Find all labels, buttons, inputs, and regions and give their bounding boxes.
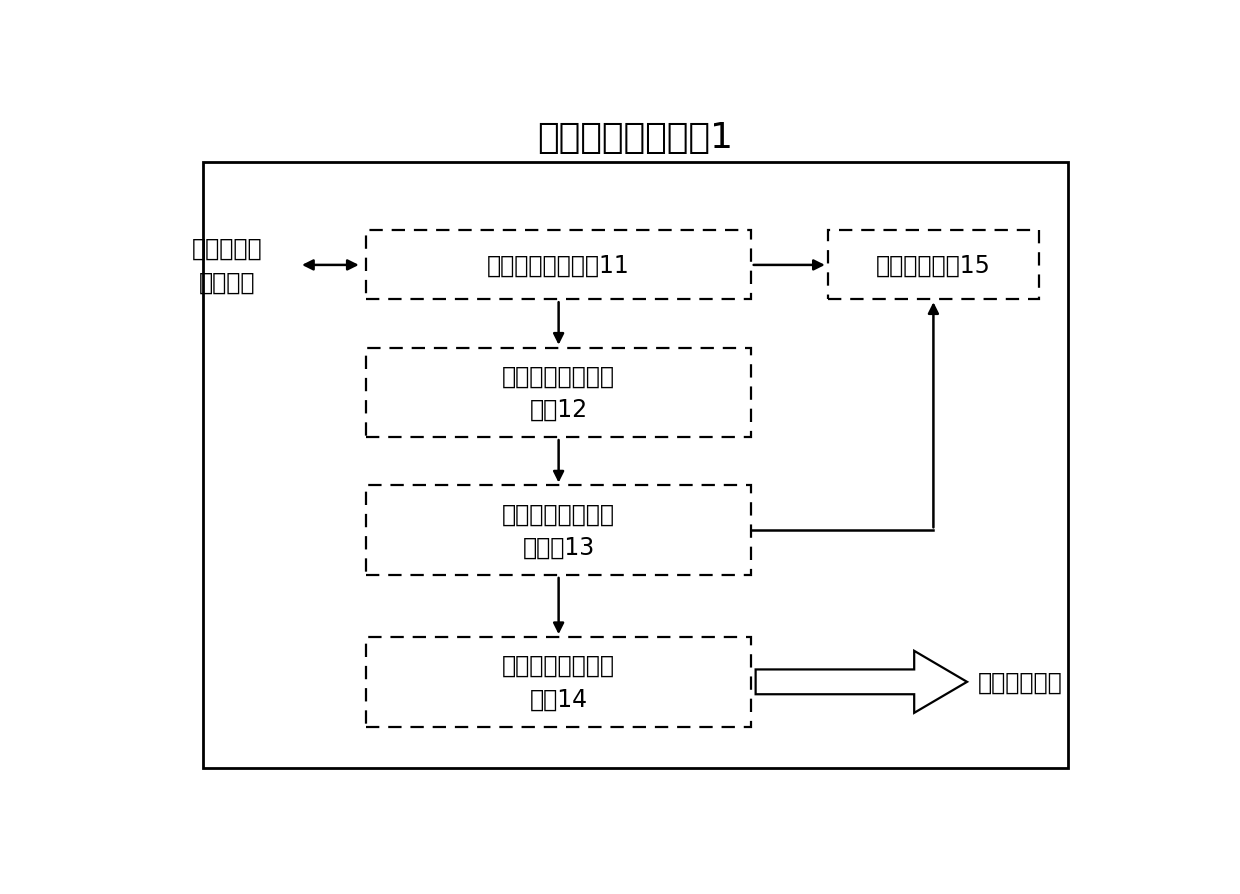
Text: 多路信号传输控制
模块14: 多路信号传输控制 模块14: [502, 654, 615, 711]
Bar: [367, 348, 750, 438]
Bar: [828, 232, 1039, 300]
Text: 光子速率函数计算
模块12: 光子速率函数计算 模块12: [502, 364, 615, 422]
Text: 轮廓数据生成单元1: 轮廓数据生成单元1: [537, 122, 734, 156]
Bar: [367, 486, 750, 576]
Bar: [203, 163, 1068, 768]
Polygon shape: [755, 651, 967, 713]
Text: 主从系统通信接口11: 主从系统通信接口11: [487, 254, 630, 278]
Bar: [367, 232, 750, 300]
Text: 轮廓数值序列: 轮廓数值序列: [977, 670, 1063, 694]
Text: 仿真过程显示15: 仿真过程显示15: [875, 254, 991, 278]
Text: 多模式信号仿真合
成模块13: 多模式信号仿真合 成模块13: [502, 502, 615, 560]
Bar: [367, 637, 750, 727]
Text: 控制命令与
数据传输: 控制命令与 数据传输: [192, 237, 263, 294]
